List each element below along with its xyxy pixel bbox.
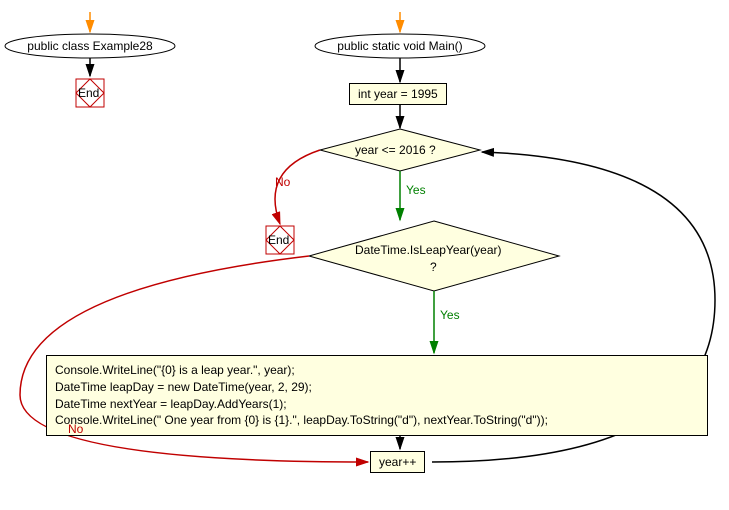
class-decl-label: public class Example28 <box>10 39 170 53</box>
cond2-line1: DateTime.IsLeapYear(year) <box>355 243 502 257</box>
end2-label: End <box>268 233 289 247</box>
code-line-1: Console.WriteLine("{0} is a leap year.",… <box>55 362 699 379</box>
no1-label: No <box>275 175 290 189</box>
yes2-label: Yes <box>440 308 460 322</box>
year-init-text: int year = 1995 <box>358 87 438 101</box>
cond2-line2: ? <box>430 260 437 274</box>
no2-label: No <box>68 422 83 436</box>
yes1-label: Yes <box>406 183 426 197</box>
end1-label: End <box>78 86 99 100</box>
code-block-node: Console.WriteLine("{0} is a leap year.",… <box>46 355 708 436</box>
main-decl-label: public static void Main() <box>320 39 480 53</box>
year-init-node: int year = 1995 <box>349 83 447 105</box>
code-line-2: DateTime leapDay = new DateTime(year, 2,… <box>55 379 699 396</box>
cond1-label: year <= 2016 ? <box>355 143 436 157</box>
code-line-3: DateTime nextYear = leapDay.AddYears(1); <box>55 396 699 413</box>
code-line-4: Console.WriteLine(" One year from {0} is… <box>55 412 699 429</box>
year-inc-text: year++ <box>379 455 416 469</box>
year-inc-node: year++ <box>370 451 425 473</box>
